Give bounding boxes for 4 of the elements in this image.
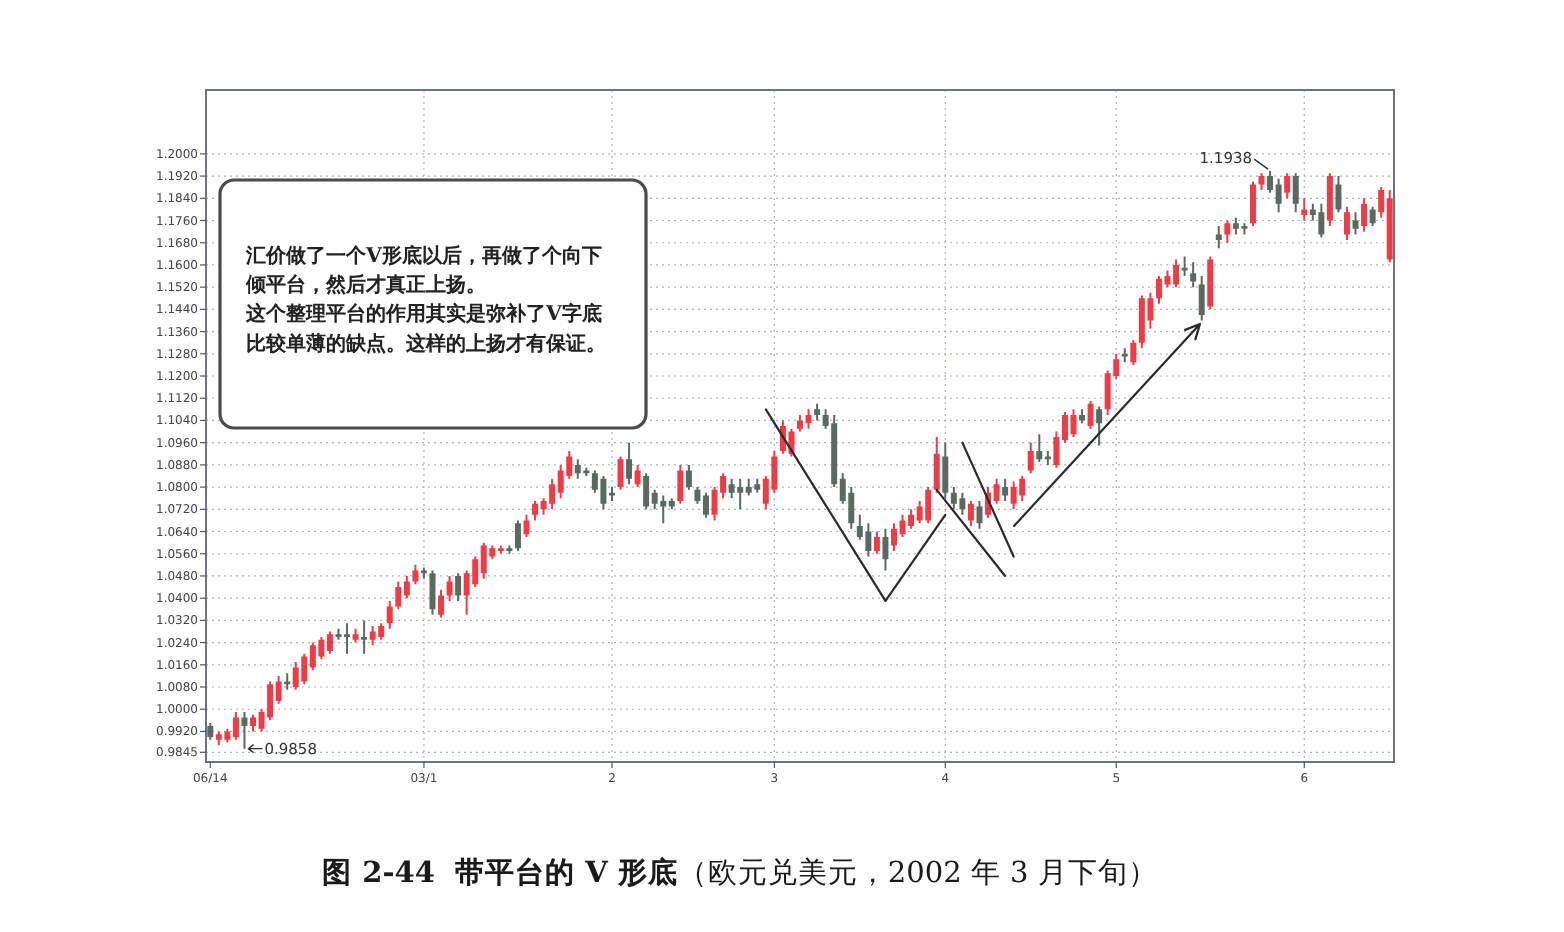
text: 图 2-44 带平台的 V 形底（欧元兑美元，2002 年 3 月下旬）	[322, 854, 1158, 890]
note-box: 汇价做了一个V形底以后，再做了个向下倾平台，然后才真正上扬。 这个整理平台的作用其实是弥补了V字底比较单薄的缺点。这样的上扬才有保证。	[218, 178, 648, 430]
annotation: 这个整理平台的作用其实是弥补了V字底比较单薄的缺点。这样的上扬才有保证。	[244, 302, 606, 356]
annotation: 汇价做了一个V形底以后，再做了个向下倾平台，然后才真正上扬。	[244, 244, 602, 298]
